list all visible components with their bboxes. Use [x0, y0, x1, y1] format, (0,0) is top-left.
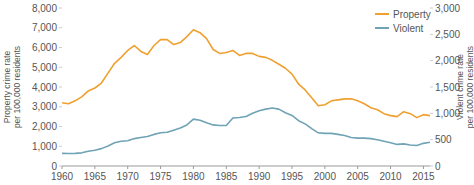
x-tick-label: 2015: [412, 171, 435, 182]
chart: 1960 1965 1970 1975 1980 1985 1990 1995 2000 2005…: [0, 0, 474, 185]
y-tick-label: 2,000: [32, 121, 57, 132]
y-tick: [59, 8, 62, 9]
y-tick-label: 6,000: [32, 42, 57, 53]
y-tick-label: 0: [51, 161, 57, 172]
y-tick-label: 4,000: [32, 82, 57, 93]
legend-swatch: [375, 13, 389, 15]
y2-axis-label: Violent crime rate: [455, 54, 465, 120]
x-tick: [357, 166, 358, 169]
x-tick: [423, 166, 424, 169]
x-tick: [324, 166, 325, 169]
x-tick-label: 1990: [248, 171, 271, 182]
y2-tick: [430, 60, 433, 61]
x-tick-label: 1980: [182, 171, 205, 182]
x-tick-label: 1995: [281, 171, 304, 182]
y-tick-label: 1,000: [32, 141, 57, 152]
y-tick-label: 5,000: [32, 62, 57, 73]
y-tick: [59, 126, 62, 127]
x-tick: [390, 166, 391, 169]
y-axis-label: per 100,000 residents: [12, 46, 22, 128]
y2-tick: [430, 87, 433, 88]
y-tick-label: 7,000: [32, 22, 57, 33]
y2-tick-label: 3,000: [435, 3, 460, 14]
legend-label: Violent: [393, 23, 424, 34]
y2-tick: [430, 166, 433, 167]
x-tick-label: 2010: [379, 171, 402, 182]
y-tick: [59, 27, 62, 28]
y-axis-label: Property crime rate: [2, 51, 12, 124]
y-tick: [59, 87, 62, 88]
y2-axis-label: per 100,000 residents: [465, 46, 474, 128]
y2-tick: [430, 113, 433, 114]
y2-tick: [430, 34, 433, 35]
legend-label: Property: [393, 9, 431, 20]
y2-tick-label: 500: [435, 134, 452, 145]
x-tick: [193, 166, 194, 169]
y2-tick: [430, 139, 433, 140]
x-tick: [259, 166, 260, 169]
y2-tick-label: 2,500: [435, 29, 460, 40]
x-tick: [94, 166, 95, 169]
x-tick-label: 1965: [84, 171, 107, 182]
x-tick: [127, 166, 128, 169]
y-tick: [59, 106, 62, 107]
legend: Property Violent: [375, 9, 431, 34]
y-tick-label: 3,000: [32, 101, 57, 112]
y-tick: [59, 67, 62, 68]
x-tick-label: 2005: [347, 171, 370, 182]
x-tick-label: 2000: [314, 171, 337, 182]
series-line: [62, 30, 430, 118]
y-tick: [59, 47, 62, 48]
x-tick-label: 1960: [51, 171, 74, 182]
x-tick: [226, 166, 227, 169]
y-tick-label: 8,000: [32, 3, 57, 14]
y-tick: [59, 166, 62, 167]
x-tick: [160, 166, 161, 169]
plot-area: [62, 30, 430, 154]
x-tick-label: 1975: [149, 171, 172, 182]
y-tick: [59, 146, 62, 147]
legend-swatch: [375, 27, 389, 29]
x-tick: [292, 166, 293, 169]
y2-tick-label: 0: [435, 161, 441, 172]
x-tick-label: 1985: [215, 171, 238, 182]
series-line: [62, 108, 430, 154]
x-axis-line: [62, 166, 430, 167]
x-tick-label: 1970: [117, 171, 140, 182]
